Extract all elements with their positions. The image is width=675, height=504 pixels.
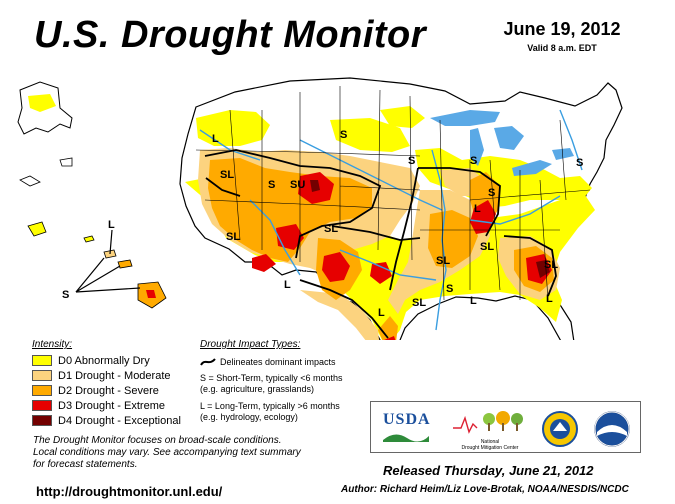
ndmc-logo: National Drought Mitigation Center bbox=[451, 410, 529, 451]
ndmc-trees-icon bbox=[453, 411, 523, 434]
agency-logos: USDA National Drought Mitigation Center bbox=[370, 401, 641, 453]
impact-types-legend: Drought Impact Types: Delineates dominan… bbox=[200, 339, 375, 429]
map-date: June 19, 2012 bbox=[503, 19, 621, 39]
map-label-l: L bbox=[212, 133, 219, 145]
map-label-sl: SL bbox=[544, 259, 558, 271]
map-label-s: S bbox=[408, 155, 415, 167]
hawaii bbox=[83, 235, 167, 309]
website-link[interactable]: http://droughtmonitor.unl.edu/ bbox=[36, 484, 223, 499]
map-label-s: S bbox=[576, 157, 583, 169]
alaska-islands bbox=[19, 157, 73, 187]
focus-line: Local conditions may vary. See accompany… bbox=[33, 447, 301, 458]
focus-line: The Drought Monitor focuses on broad-sca… bbox=[33, 435, 282, 446]
map-label-s: S bbox=[488, 187, 495, 199]
legend-label: D4 Drought - Exceptional bbox=[58, 414, 181, 427]
intensity-legend: Intensity: D0 Abnormally Dry D1 Drought … bbox=[32, 339, 200, 428]
map-label-l: L bbox=[378, 307, 385, 319]
map-label-l: L bbox=[470, 295, 477, 307]
map-label-sl: SL bbox=[220, 169, 234, 181]
long-term-example: (e.g. hydrology, ecology) bbox=[200, 412, 298, 422]
focus-note: The Drought Monitor focuses on broad-sca… bbox=[33, 435, 363, 471]
d3-areas bbox=[252, 172, 552, 340]
impact-lines bbox=[204, 149, 557, 339]
legend-label: D1 Drought - Moderate bbox=[58, 369, 171, 382]
drought-map: L S S S S SL S SU SL SL L S SL SL SL L S… bbox=[17, 77, 623, 340]
legend-swatch-d2 bbox=[32, 385, 52, 396]
page-title: U.S. Drought Monitor bbox=[34, 14, 427, 56]
map-label-l: L bbox=[108, 219, 115, 231]
map-label-s: S bbox=[340, 129, 347, 141]
legend-item: D1 Drought - Moderate bbox=[32, 368, 200, 383]
legend-label: D2 Drought - Severe bbox=[58, 384, 159, 397]
alaska-island-d0 bbox=[27, 221, 47, 237]
long-term-text: L = Long-Term, typically >6 months bbox=[200, 401, 340, 411]
commerce-seal-icon bbox=[542, 411, 578, 447]
noaa-logo-icon bbox=[594, 411, 630, 447]
intensity-title: Intensity: bbox=[32, 339, 73, 350]
alaska-d0 bbox=[28, 94, 56, 112]
author-credit: Author: Richard Heim/Liz Love-Brotak, NO… bbox=[341, 484, 629, 495]
map-label-su: SU bbox=[290, 179, 305, 191]
usda-logo: USDA bbox=[383, 411, 431, 447]
delineates-row: Delineates dominant impacts bbox=[200, 357, 375, 367]
map-label-sl: SL bbox=[480, 241, 494, 253]
release-date: Released Thursday, June 21, 2012 bbox=[383, 463, 594, 478]
map-label-l: L bbox=[284, 279, 291, 291]
legend-item: D3 Drought - Extreme bbox=[32, 398, 200, 413]
focus-line: for forecast statements. bbox=[33, 459, 138, 470]
delineates-text: Delineates dominant impacts bbox=[220, 357, 336, 367]
long-term-desc: L = Long-Term, typically >6 months (e.g.… bbox=[200, 401, 375, 423]
usda-logo-text: USDA bbox=[383, 411, 431, 428]
short-term-example: (e.g. agriculture, grasslands) bbox=[200, 384, 315, 394]
usda-hills-icon bbox=[383, 434, 429, 442]
legend-label: D0 Abnormally Dry bbox=[58, 354, 150, 367]
ndmc-text-line1: National bbox=[480, 439, 500, 445]
rivers bbox=[199, 109, 583, 331]
valid-time: Valid 8 a.m. EDT bbox=[527, 43, 597, 53]
legend-swatch-d4 bbox=[32, 415, 52, 426]
legend-swatch-d0 bbox=[32, 355, 52, 366]
map-label-s: S bbox=[268, 179, 275, 191]
map-label-s: S bbox=[62, 289, 69, 301]
map-label-s: S bbox=[470, 155, 477, 167]
map-label-sl: SL bbox=[324, 223, 338, 235]
impact-labels: L S S S S SL S SU SL SL L S SL SL SL L S… bbox=[62, 129, 583, 319]
legend-swatch-d1 bbox=[32, 370, 52, 381]
short-term-desc: S = Short-Term, typically <6 months (e.g… bbox=[200, 373, 375, 395]
legend-swatch-d3 bbox=[32, 400, 52, 411]
map-label-sl: SL bbox=[436, 255, 450, 267]
map-label-sl: SL bbox=[412, 297, 426, 309]
map-label-l: L bbox=[546, 293, 553, 305]
map-label-l: L bbox=[474, 203, 481, 215]
hawaii-pointer-lines bbox=[75, 229, 141, 293]
map-label-sl: SL bbox=[226, 231, 240, 243]
legend-label: D3 Drought - Extreme bbox=[58, 399, 165, 412]
legend-item: D2 Drought - Severe bbox=[32, 383, 200, 398]
map-label-s: S bbox=[446, 283, 453, 295]
ndmc-text-line2: Drought Mitigation Center bbox=[461, 445, 519, 451]
short-term-text: S = Short-Term, typically <6 months bbox=[200, 373, 343, 383]
great-lakes bbox=[430, 110, 574, 176]
legend-item: D0 Abnormally Dry bbox=[32, 353, 200, 368]
legend-item: D4 Drought - Exceptional bbox=[32, 413, 200, 428]
delineate-line-icon bbox=[200, 358, 216, 366]
impacts-title: Drought Impact Types: bbox=[200, 339, 301, 350]
